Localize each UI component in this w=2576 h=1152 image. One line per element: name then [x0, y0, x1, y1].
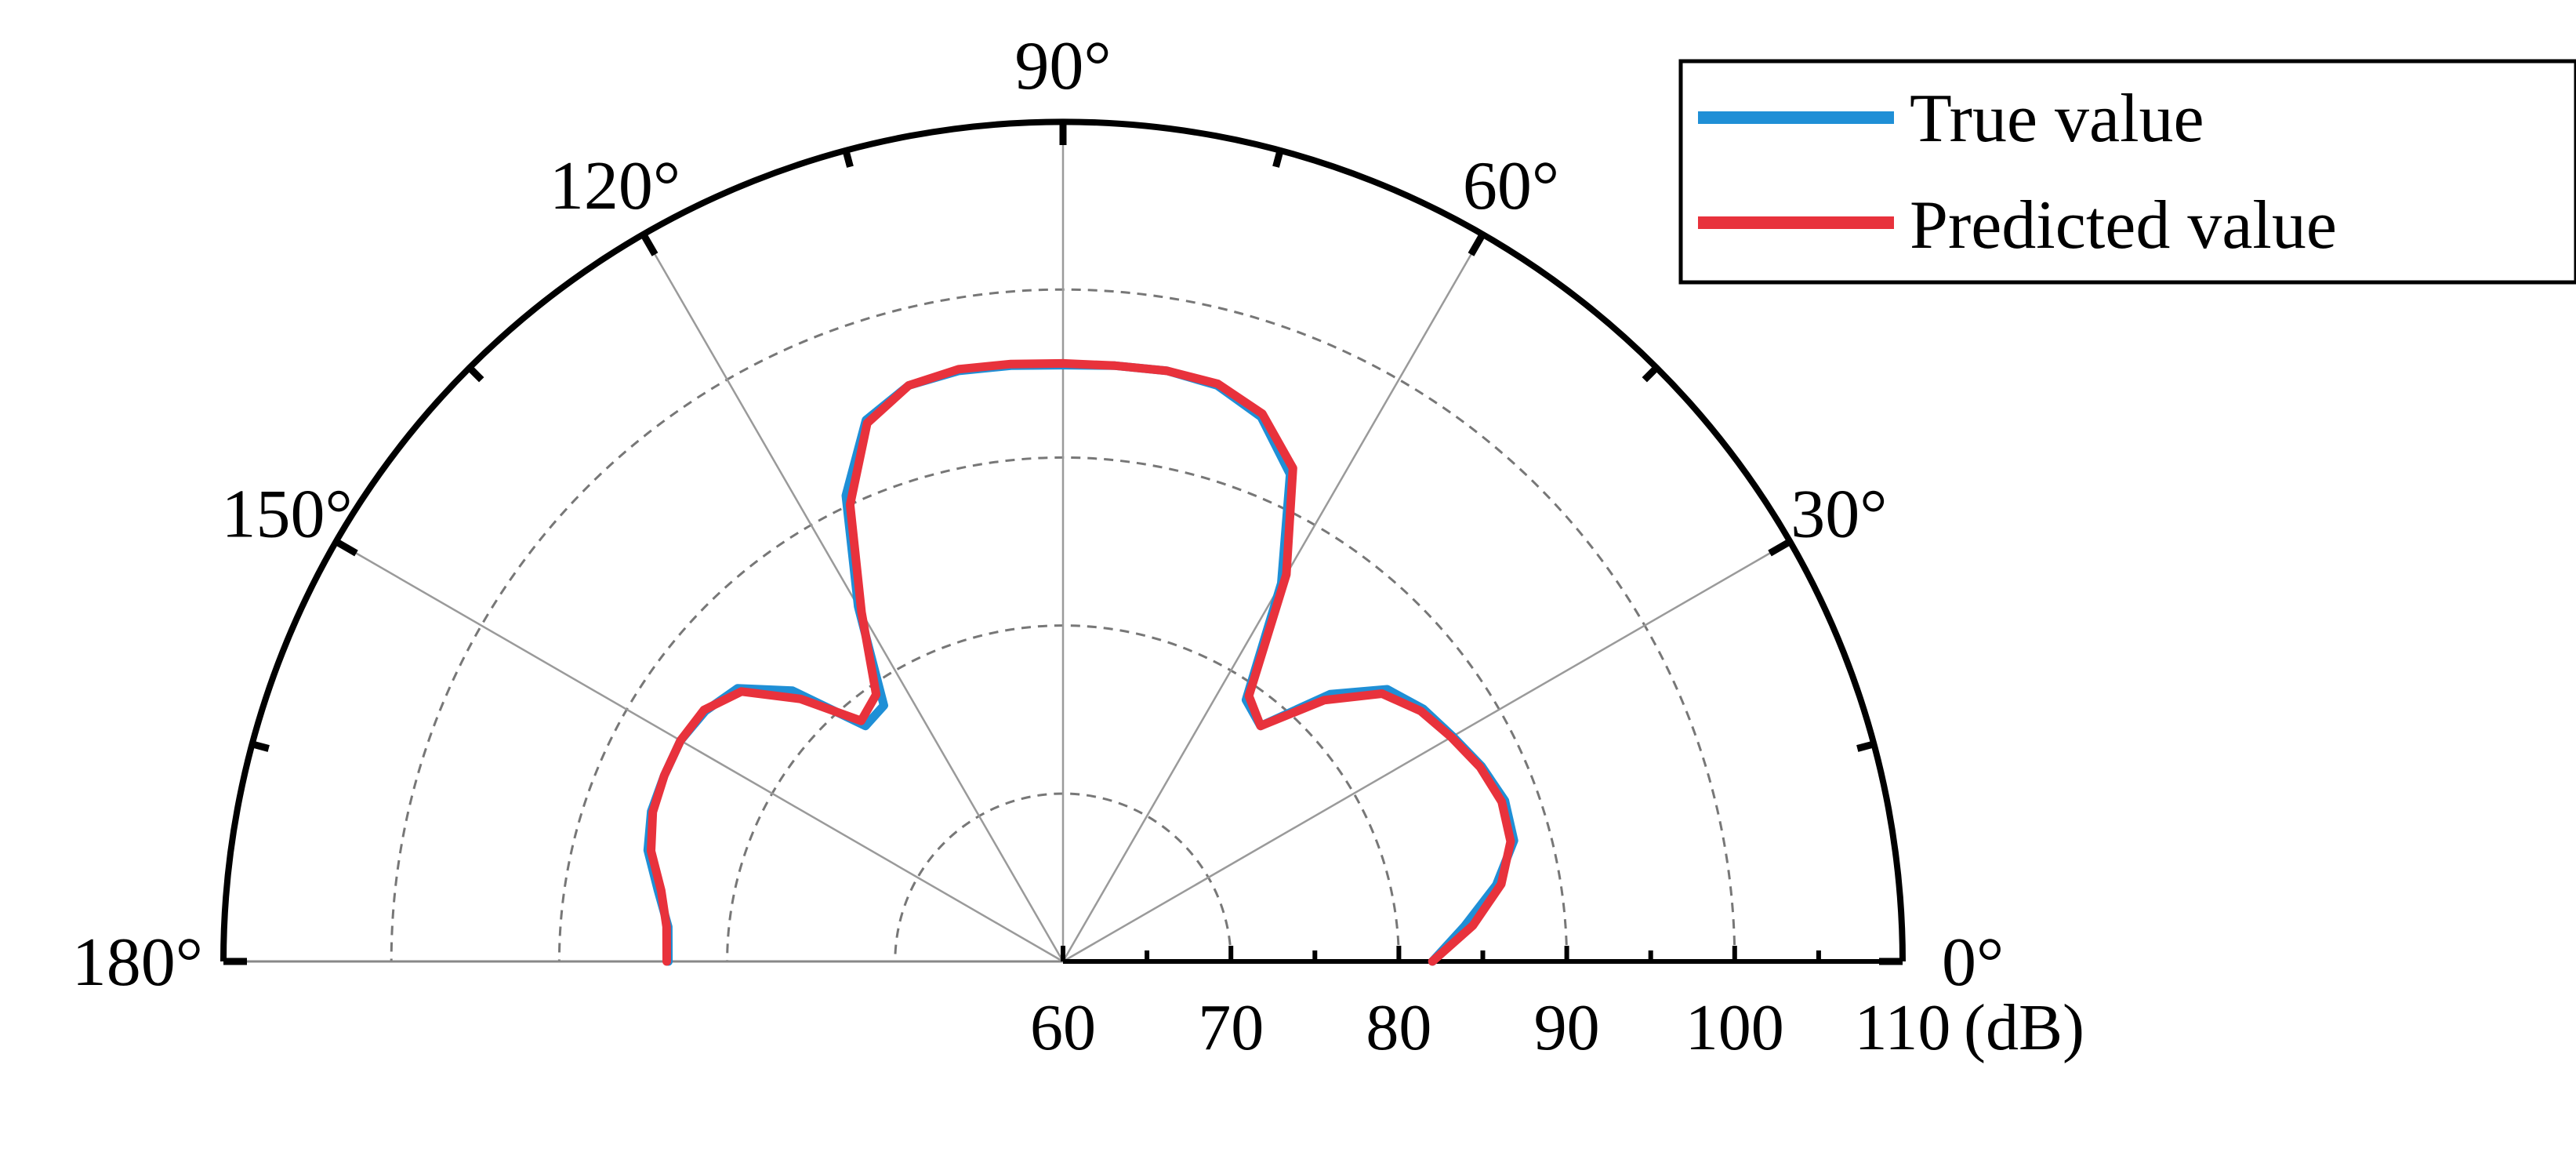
series-line-predicted — [647, 358, 1515, 966]
angle-tick — [1768, 538, 1792, 557]
angle-tick — [1468, 232, 1486, 256]
angle-tick-label: 150° — [222, 477, 353, 553]
angle-tick — [1642, 365, 1660, 383]
radial-tick-label: 70 — [1198, 991, 1264, 1064]
angle-tick — [640, 232, 659, 256]
radial-tick-label: 60 — [1030, 991, 1096, 1064]
legend-label-predicted: Predicted value — [1910, 187, 2337, 263]
legend: True value Predicted value — [1678, 59, 2576, 285]
angle-tick-label: 30° — [1791, 477, 1887, 553]
angle-tick — [1856, 740, 1875, 752]
angle-tick-label: 60° — [1463, 148, 1559, 224]
angle-tick-label: 0° — [1942, 925, 2004, 1001]
angle-tick — [842, 149, 854, 168]
angle-tick-label: 180° — [72, 925, 203, 1001]
angle-tick-label: 120° — [550, 148, 680, 224]
polar-axes — [220, 118, 1906, 965]
angle-tick — [1272, 149, 1284, 168]
series-lines — [643, 358, 1518, 966]
angle-tick-label: 90° — [1014, 28, 1111, 104]
legend-box — [1678, 59, 2576, 285]
angle-spoke — [335, 540, 1064, 963]
radial-tick-label: 110 — [1855, 991, 1951, 1064]
angle-spoke — [1062, 540, 1791, 963]
radial-unit-label: (dB) — [1964, 991, 2084, 1064]
angle-tick — [334, 538, 358, 557]
angle-tick — [251, 740, 270, 752]
angle-tick — [466, 365, 484, 383]
radial-tick-label: 90 — [1534, 991, 1600, 1064]
radial-tick-label: 100 — [1685, 991, 1784, 1064]
radial-tick-label: 80 — [1366, 991, 1431, 1064]
series-line-true — [643, 361, 1518, 966]
legend-label-true: True value — [1910, 81, 2204, 157]
axis-labels: 0° 30° 60° 90° 120° 150° 180° 60 70 80 90 100 110 (dB… — [72, 28, 2084, 1064]
polar-grid — [335, 122, 1791, 963]
